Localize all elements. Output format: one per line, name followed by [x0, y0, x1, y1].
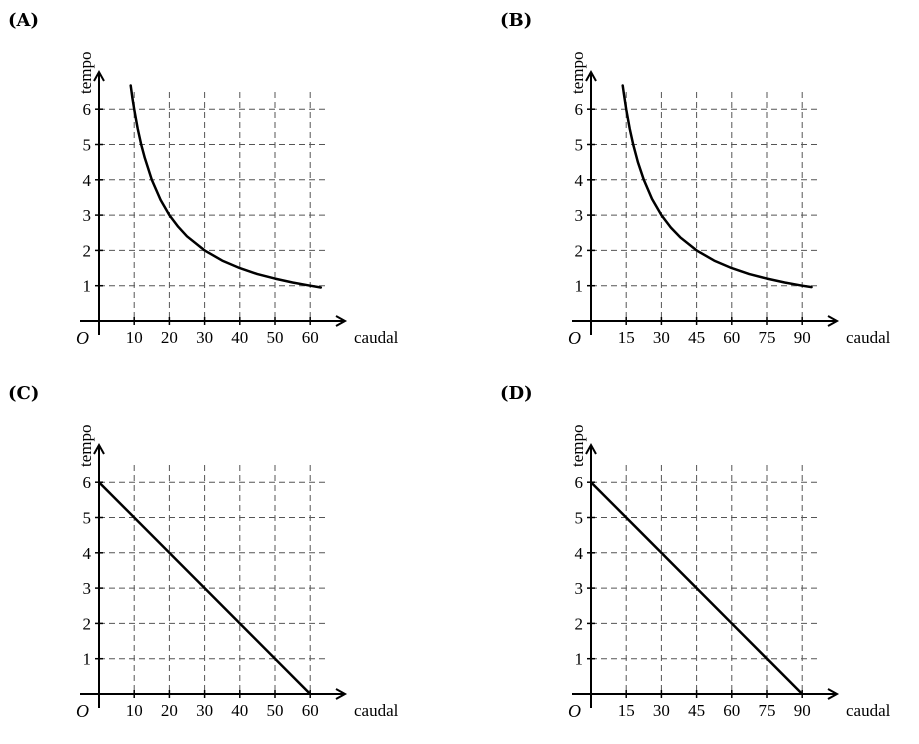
- y-tick-label: 2: [83, 614, 92, 633]
- x-tick-label: 60: [302, 328, 319, 347]
- y-tick-label: 6: [575, 100, 584, 119]
- x-tick-label: 15: [618, 701, 635, 720]
- x-axis-arrow: [827, 688, 840, 700]
- y-tick-label: 1: [575, 650, 584, 669]
- y-axis-label: tempo: [76, 52, 95, 95]
- x-axis-arrow: [335, 315, 348, 327]
- x-tick-label: 90: [794, 328, 811, 347]
- y-tick-label: 6: [83, 473, 92, 492]
- y-axis-arrow: [585, 69, 597, 82]
- x-tick-label: 20: [161, 328, 178, 347]
- x-axis-label: caudal: [354, 328, 399, 347]
- x-axis-arrow: [335, 688, 348, 700]
- grid: [591, 92, 817, 321]
- y-tick-label: 6: [83, 100, 92, 119]
- series-line: [129, 84, 323, 289]
- x-tick-label: 75: [759, 328, 776, 347]
- x-tick-label: 20: [161, 701, 178, 720]
- series-line: [621, 84, 813, 289]
- x-axis-arrow: [827, 315, 840, 327]
- y-axis-label: tempo: [76, 425, 95, 468]
- panel-label: (B): [500, 10, 532, 31]
- panel-label: (D): [500, 383, 533, 404]
- y-tick-label: 3: [575, 579, 584, 598]
- x-tick-label: 30: [653, 328, 670, 347]
- x-tick-label: 30: [196, 701, 213, 720]
- x-tick-label: 50: [267, 328, 284, 347]
- y-tick-label: 1: [575, 277, 584, 296]
- y-axis-arrow: [585, 442, 597, 455]
- y-tick-label: 5: [83, 509, 92, 528]
- x-tick-label: 75: [759, 701, 776, 720]
- y-tick-label: 6: [575, 473, 584, 492]
- panel-label: (C): [8, 383, 39, 404]
- x-tick-label: 45: [688, 328, 705, 347]
- chart-svg-a: (A) 10 20 30 40 50 60 1 2 3 4 5 6 O caudal tempo: [8, 10, 399, 348]
- y-tick-label: 2: [575, 614, 584, 633]
- origin-label: O: [568, 701, 581, 721]
- y-tick-label: 5: [83, 136, 92, 155]
- y-tick-label: 1: [83, 650, 92, 669]
- grid: [99, 465, 325, 694]
- x-tick-label: 60: [723, 328, 740, 347]
- origin-label: O: [76, 701, 89, 721]
- x-tick-label: 45: [688, 701, 705, 720]
- y-tick-label: 3: [575, 206, 584, 225]
- x-axis-label: caudal: [846, 328, 891, 347]
- y-tick-label: 2: [575, 241, 584, 260]
- x-tick-label: 40: [231, 328, 248, 347]
- origin-label: O: [76, 328, 89, 348]
- series-line: [589, 480, 804, 696]
- y-tick-label: 4: [83, 544, 92, 563]
- x-axis-label: caudal: [354, 701, 399, 720]
- x-tick-label: 60: [723, 701, 740, 720]
- x-tick-label: 10: [126, 328, 143, 347]
- chart-svg-c: (C) 10 20 30 40 50 60 1 2 3 4 5 6 O caudal tempo: [8, 383, 399, 721]
- x-axis-label: caudal: [846, 701, 891, 720]
- y-axis-arrow: [93, 69, 105, 82]
- series-line: [97, 480, 312, 696]
- x-tick-label: 90: [794, 701, 811, 720]
- grid: [99, 92, 325, 321]
- grid: [591, 465, 817, 694]
- x-tick-label: 15: [618, 328, 635, 347]
- x-tick-label: 30: [196, 328, 213, 347]
- y-tick-label: 3: [83, 206, 92, 225]
- x-tick-label: 30: [653, 701, 670, 720]
- y-axis-arrow: [93, 442, 105, 455]
- y-tick-label: 1: [83, 277, 92, 296]
- x-tick-label: 10: [126, 701, 143, 720]
- y-tick-label: 4: [575, 171, 584, 190]
- x-tick-label: 60: [302, 701, 319, 720]
- x-tick-label: 40: [231, 701, 248, 720]
- y-axis-label: tempo: [568, 425, 587, 468]
- y-axis-label: tempo: [568, 52, 587, 95]
- y-tick-label: 3: [83, 579, 92, 598]
- y-tick-label: 5: [575, 136, 584, 155]
- y-tick-label: 4: [83, 171, 92, 190]
- y-tick-label: 5: [575, 509, 584, 528]
- panel-label: (A): [8, 10, 39, 31]
- y-tick-label: 4: [575, 544, 584, 563]
- y-tick-label: 2: [83, 241, 92, 260]
- origin-label: O: [568, 328, 581, 348]
- x-tick-label: 50: [267, 701, 284, 720]
